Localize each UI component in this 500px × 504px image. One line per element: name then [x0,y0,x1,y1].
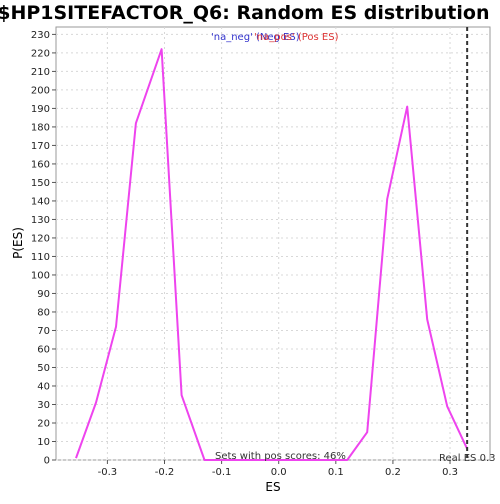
y-tick-label: 140 [31,196,50,207]
y-tick-label: 200 [31,85,50,96]
x-tick-label: 0.3 [442,467,458,478]
y-tick-label: 70 [37,326,50,337]
plot-area [55,26,491,461]
y-tick-label: 130 [31,215,50,226]
chart-title: V$HP1SITEFACTOR_Q6: Random ES distributi… [0,2,489,24]
y-tick-label: 150 [31,178,50,189]
y-tick-label: 210 [31,67,50,78]
y-tick-label: 60 [37,344,50,355]
y-tick-label: 180 [31,122,50,133]
y-tick-label: 170 [31,141,50,152]
x-tick-label: -0.3 [98,467,118,478]
y-tick-label: 110 [31,252,50,263]
plot-frame [55,26,491,461]
legend-item-neg-es: 'na_neg' (Neg ES) [211,32,300,43]
y-tick-label: 10 [37,437,50,448]
y-tick-label: 190 [31,104,50,115]
y-tick-label: 90 [37,289,50,300]
y-tick-label: 30 [37,400,50,411]
y-tick-label: 160 [31,159,50,170]
x-axis-label: ES [265,480,280,494]
x-tick-label: 0.2 [385,467,401,478]
y-axis-label: P(ES) [11,227,25,259]
grid-lines [56,27,490,461]
legend-item-pos-es: 'na_pos' (Pos ES) [254,32,339,43]
y-tick-label: 80 [37,307,50,318]
pos-scores-annotation: Sets with pos scores: 46% [215,451,346,462]
y-tick-label: 220 [31,48,50,59]
x-axis-ticks: -0.3 -0.2 -0.1 0.0 0.1 0.2 0.3 [98,460,458,478]
y-tick-label: 0 [44,456,50,467]
y-tick-label: 20 [37,418,50,429]
y-tick-label: 100 [31,270,50,281]
x-tick-label: -0.2 [155,467,175,478]
x-tick-label: 0.1 [328,467,344,478]
series-line [75,48,469,461]
legend: 'na_neg' (Neg ES) 'na_pos' (Pos ES) [211,32,339,43]
x-tick-label: -0.1 [212,467,232,478]
y-tick-label: 50 [37,363,50,374]
y-tick-label: 230 [31,30,50,41]
real-es-annotation: Real ES 0.3 [439,453,495,464]
series-layer [75,48,469,461]
y-axis-ticks: 0 10 20 30 40 50 60 70 80 90 100 110 120 130 140 150 160… [31,30,56,467]
y-tick-label: 120 [31,233,50,244]
x-tick-label: 0.0 [271,467,287,478]
y-tick-label: 40 [37,381,50,392]
